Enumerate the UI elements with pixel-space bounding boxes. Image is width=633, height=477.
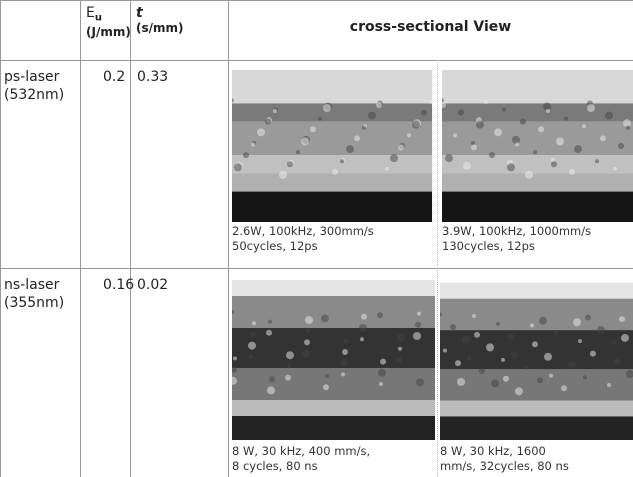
t-value: 0.33 <box>137 68 168 86</box>
image-caption: 50cycles, 12ps <box>232 239 318 254</box>
table-page: Eu (J/mm) t (s/mm) cross-sectional View … <box>0 0 633 477</box>
unit: (J/mm) <box>86 25 131 39</box>
unit: (s/mm) <box>136 21 184 35</box>
t-value: 0.02 <box>137 276 168 294</box>
sem-image <box>442 70 633 222</box>
image-caption: 2.6W, 100kHz, 300mm/s <box>232 224 374 239</box>
image-caption: mm/s, 32cycles, 80 ns <box>440 459 569 474</box>
laser-label: ps-laser <box>4 68 59 86</box>
header-view: cross-sectional View <box>228 20 633 35</box>
column-divider <box>130 0 131 477</box>
image-caption: 8 cycles, 80 ns <box>232 459 318 474</box>
border <box>0 0 1 477</box>
row-divider <box>0 268 633 269</box>
sem-image <box>440 283 633 440</box>
image-divider <box>437 60 438 477</box>
eu-value: 0.2 <box>103 68 125 86</box>
eu-value: 0.16 <box>103 276 134 294</box>
laser-label: (355nm) <box>4 294 64 312</box>
symbol: E <box>86 5 95 21</box>
image-caption: 8 W, 30 kHz, 1600 <box>440 444 546 459</box>
border <box>0 0 633 1</box>
column-divider <box>228 0 229 477</box>
laser-label: ns-laser <box>4 276 59 294</box>
sem-image <box>232 280 435 440</box>
image-caption: 130cycles, 12ps <box>442 239 535 254</box>
laser-label: (532nm) <box>4 86 64 104</box>
subscript: u <box>95 12 102 23</box>
symbol: t <box>136 5 143 21</box>
image-caption: 8 W, 30 kHz, 400 mm/s, <box>232 444 370 459</box>
sem-image <box>232 70 432 222</box>
column-divider <box>80 0 81 477</box>
header-t: t (s/mm) <box>136 6 184 36</box>
header-eu: Eu (J/mm) <box>86 6 131 40</box>
image-caption: 3.9W, 100kHz, 1000mm/s <box>442 224 591 239</box>
row-divider <box>0 60 633 61</box>
